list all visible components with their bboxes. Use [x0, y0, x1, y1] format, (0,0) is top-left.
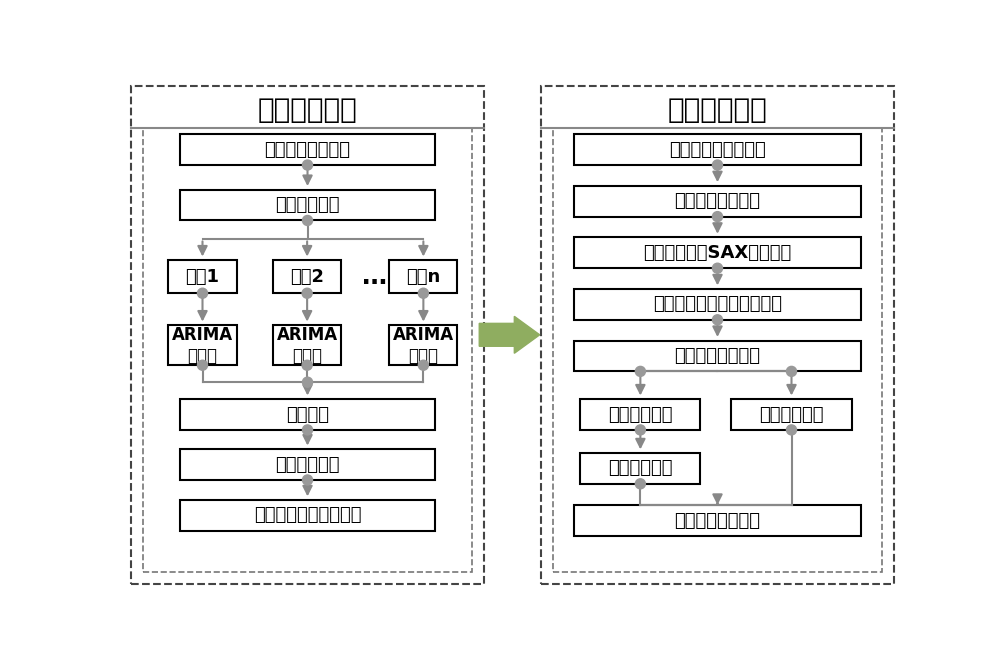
- Bar: [574, 134, 861, 165]
- Circle shape: [197, 360, 208, 370]
- Text: 判定结果校验: 判定结果校验: [608, 459, 673, 477]
- Circle shape: [302, 377, 313, 387]
- Bar: [180, 449, 435, 480]
- Bar: [580, 399, 700, 430]
- Text: 有效异常模式: 有效异常模式: [759, 406, 824, 424]
- Circle shape: [786, 367, 797, 377]
- FancyArrow shape: [479, 316, 540, 353]
- Circle shape: [635, 479, 645, 489]
- Bar: [180, 134, 435, 165]
- Bar: [541, 86, 894, 584]
- Circle shape: [418, 360, 428, 370]
- Circle shape: [786, 425, 797, 435]
- Bar: [180, 399, 435, 430]
- Circle shape: [635, 425, 645, 435]
- Bar: [574, 341, 861, 371]
- Text: 异常数据识别: 异常数据识别: [258, 96, 357, 125]
- Text: 分量2: 分量2: [290, 268, 324, 286]
- Text: 模式判定阈值比较: 模式判定阈值比较: [674, 347, 760, 365]
- Text: 无效异常模式: 无效异常模式: [608, 406, 673, 424]
- Circle shape: [635, 367, 645, 377]
- Circle shape: [302, 475, 313, 485]
- Bar: [574, 505, 861, 536]
- Circle shape: [302, 288, 312, 298]
- Bar: [389, 260, 457, 293]
- Text: ARIMA
预测值: ARIMA 预测值: [277, 326, 338, 365]
- Bar: [580, 453, 700, 484]
- Circle shape: [712, 315, 723, 325]
- Text: 输入原始监测序列: 输入原始监测序列: [265, 141, 351, 158]
- Bar: [168, 260, 237, 293]
- Text: 异常模式区分: 异常模式区分: [668, 96, 767, 125]
- Text: 孤立森林算法检测异常: 孤立森林算法检测异常: [254, 507, 361, 524]
- Bar: [574, 186, 861, 217]
- Circle shape: [712, 263, 723, 273]
- Bar: [553, 128, 882, 572]
- Circle shape: [302, 160, 313, 170]
- Bar: [180, 190, 435, 221]
- Circle shape: [197, 288, 208, 298]
- Bar: [143, 128, 472, 572]
- Text: 输入异常点位置信息: 输入异常点位置信息: [669, 141, 766, 158]
- Text: 经验小波变换: 经验小波变换: [275, 196, 340, 214]
- Bar: [168, 325, 237, 365]
- Text: 原始监测序列分割: 原始监测序列分割: [674, 192, 760, 210]
- Circle shape: [712, 160, 723, 170]
- Text: 分量1: 分量1: [186, 268, 220, 286]
- Bar: [574, 237, 861, 269]
- Bar: [180, 500, 435, 531]
- Circle shape: [302, 215, 313, 225]
- Circle shape: [712, 211, 723, 221]
- Bar: [273, 325, 341, 365]
- Bar: [131, 86, 484, 584]
- Bar: [731, 399, 852, 430]
- Text: 重构处理: 重构处理: [286, 406, 329, 424]
- Text: 分量n: 分量n: [406, 268, 440, 286]
- Circle shape: [418, 288, 428, 298]
- Text: 异常模式判定结论: 异常模式判定结论: [674, 512, 760, 530]
- Text: ARIMA
预测值: ARIMA 预测值: [393, 326, 454, 365]
- Text: 相邻符号化向量相似度计算: 相邻符号化向量相似度计算: [653, 296, 782, 314]
- Circle shape: [302, 425, 313, 435]
- Circle shape: [302, 360, 312, 370]
- Text: ARIMA
预测值: ARIMA 预测值: [172, 326, 233, 365]
- Text: 分段序列多维SAX向量表示: 分段序列多维SAX向量表示: [643, 244, 792, 262]
- Text: …: …: [362, 265, 387, 288]
- Bar: [273, 260, 341, 293]
- Bar: [389, 325, 457, 365]
- Text: 残差序列获取: 残差序列获取: [275, 455, 340, 473]
- Bar: [574, 289, 861, 320]
